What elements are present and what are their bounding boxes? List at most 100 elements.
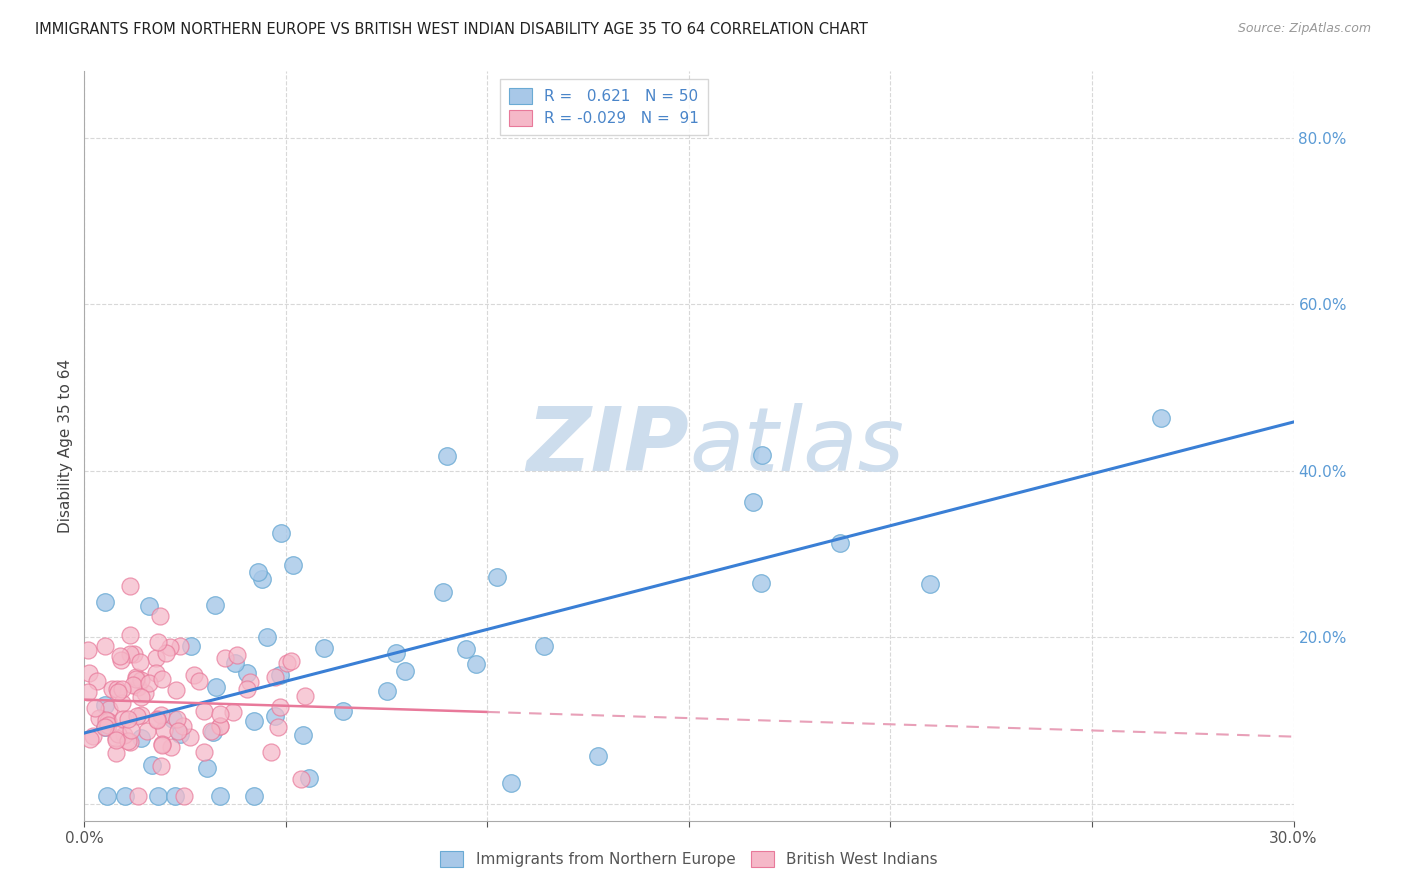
Point xyxy=(920,577,942,591)
Point xyxy=(150,738,173,752)
Point xyxy=(280,654,302,668)
Point xyxy=(276,656,298,670)
Point xyxy=(105,731,128,746)
Point xyxy=(749,575,772,590)
Point xyxy=(94,720,117,734)
Point xyxy=(146,713,169,727)
Point xyxy=(125,670,148,684)
Point xyxy=(86,674,108,689)
Point xyxy=(200,724,222,739)
Point xyxy=(243,789,266,803)
Point xyxy=(118,647,141,661)
Point xyxy=(269,699,291,714)
Point xyxy=(120,723,142,738)
Point xyxy=(290,772,312,786)
Point xyxy=(122,648,145,662)
Point xyxy=(105,682,128,697)
Point xyxy=(246,566,269,580)
Text: IMMIGRANTS FROM NORTHERN EUROPE VS BRITISH WEST INDIAN DISABILITY AGE 35 TO 64 C: IMMIGRANTS FROM NORTHERN EUROPE VS BRITI… xyxy=(35,22,868,37)
Point xyxy=(125,673,148,687)
Point xyxy=(138,676,160,690)
Point xyxy=(145,650,167,665)
Point xyxy=(1150,410,1173,425)
Point xyxy=(294,689,316,703)
Point xyxy=(283,558,305,572)
Point xyxy=(741,494,763,508)
Point xyxy=(118,628,141,642)
Point xyxy=(94,720,117,734)
Point xyxy=(155,646,177,660)
Point xyxy=(263,709,285,723)
Point xyxy=(146,712,169,726)
Point xyxy=(82,729,104,743)
Point xyxy=(114,789,136,803)
Point xyxy=(298,771,321,785)
Point xyxy=(209,707,232,722)
Point xyxy=(110,653,132,667)
Point xyxy=(193,745,215,759)
Point xyxy=(172,719,194,733)
Point xyxy=(79,732,101,747)
Point xyxy=(117,712,139,726)
Point xyxy=(97,714,120,728)
Point xyxy=(83,701,105,715)
Point xyxy=(236,666,259,681)
Point xyxy=(111,696,134,710)
Point xyxy=(165,789,187,803)
Point xyxy=(169,639,191,653)
Y-axis label: Disability Age 35 to 64: Disability Age 35 to 64 xyxy=(58,359,73,533)
Point xyxy=(214,651,236,665)
Point xyxy=(125,708,148,723)
Point xyxy=(270,525,292,540)
Point xyxy=(77,665,100,680)
Point xyxy=(128,655,150,669)
Point xyxy=(209,718,232,732)
Point xyxy=(454,642,477,657)
Point xyxy=(533,640,555,654)
Point xyxy=(208,719,231,733)
Point xyxy=(134,686,156,700)
Point xyxy=(195,761,218,775)
Point xyxy=(225,648,247,662)
Point xyxy=(252,572,274,586)
Point xyxy=(152,737,174,751)
Point xyxy=(204,680,226,694)
Point xyxy=(828,535,851,549)
Point xyxy=(77,685,100,699)
Legend: Immigrants from Northern Europe, British West Indians: Immigrants from Northern Europe, British… xyxy=(434,845,943,873)
Point xyxy=(208,789,231,803)
Point xyxy=(432,585,454,599)
Point xyxy=(243,714,266,728)
Point xyxy=(112,729,135,743)
Point xyxy=(136,723,159,738)
Point xyxy=(586,749,609,764)
Point xyxy=(120,735,142,749)
Point xyxy=(127,789,149,803)
Text: atlas: atlas xyxy=(689,403,904,489)
Point xyxy=(129,707,152,722)
Text: ZIP: ZIP xyxy=(526,402,689,490)
Point xyxy=(145,665,167,680)
Point xyxy=(375,684,398,698)
Point xyxy=(107,685,129,699)
Point xyxy=(193,705,215,719)
Point xyxy=(269,668,291,682)
Point xyxy=(93,698,115,712)
Point xyxy=(222,705,245,719)
Point xyxy=(118,579,141,593)
Point xyxy=(94,639,117,653)
Point xyxy=(160,740,183,755)
Point xyxy=(107,727,129,741)
Point xyxy=(180,639,202,653)
Point xyxy=(436,449,458,463)
Point xyxy=(169,726,191,740)
Point xyxy=(101,681,124,696)
Point xyxy=(267,720,290,734)
Point xyxy=(149,708,172,723)
Point xyxy=(165,682,187,697)
Point xyxy=(127,681,149,695)
Point xyxy=(166,712,188,726)
Point xyxy=(394,665,416,679)
Point xyxy=(150,672,173,686)
Point xyxy=(224,656,246,670)
